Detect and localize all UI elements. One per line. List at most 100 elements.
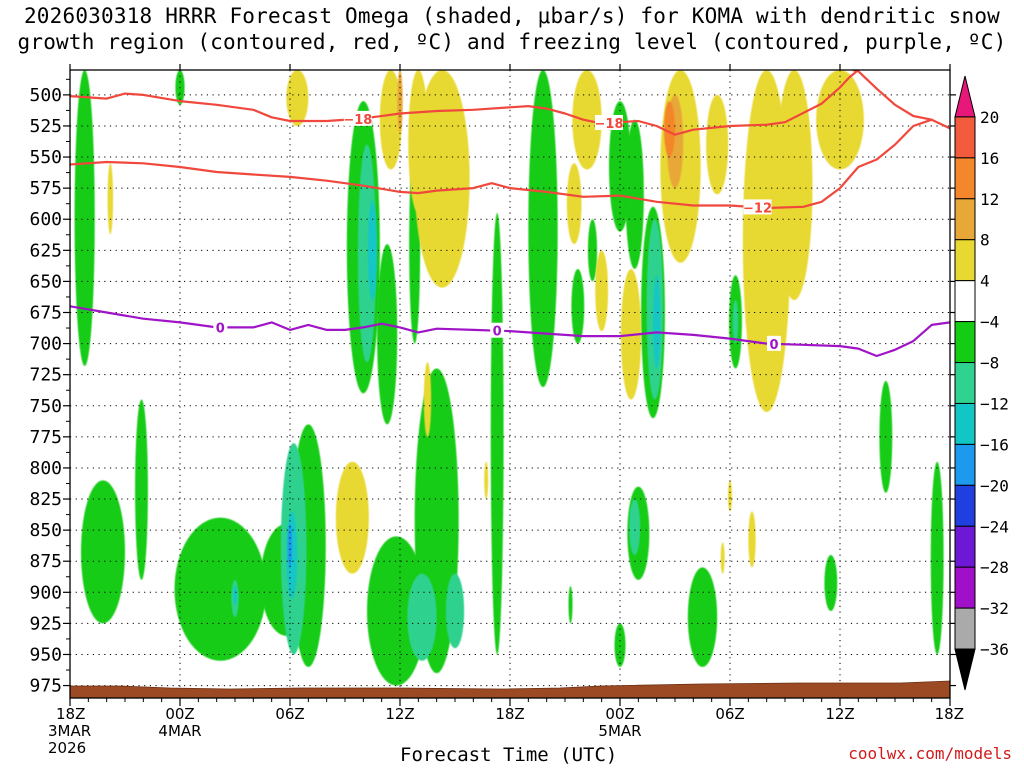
omega-area-yellow xyxy=(286,70,309,126)
colorbar-label: −28 xyxy=(980,558,1009,577)
colorbar-bin xyxy=(954,525,976,568)
x-tick-label: 18Z xyxy=(56,705,85,723)
chart-title-line2: growth region (contoured, red, ºC) and f… xyxy=(17,30,1007,54)
omega-area-yellow xyxy=(107,163,114,235)
y-tick-label: 675 xyxy=(29,302,62,323)
omega-area-teal xyxy=(445,573,465,649)
colorbar-bin xyxy=(954,648,976,691)
freezing-level-line xyxy=(70,305,950,358)
colorbar-label: −8 xyxy=(980,354,999,373)
colorbar-bin xyxy=(954,443,976,486)
freezing-label-bg xyxy=(767,335,781,351)
omega-area-green xyxy=(490,213,504,655)
colorbar-label: 16 xyxy=(980,149,999,168)
x-tick-date: 4MAR xyxy=(158,722,201,740)
dgz-contour-label: −18 xyxy=(343,113,372,128)
x-tick-label: 12Z xyxy=(385,705,414,723)
dgz-contour-label: −12 xyxy=(743,201,772,216)
y-tick-label: 850 xyxy=(29,520,62,541)
dgz-contour-line xyxy=(70,118,933,210)
freezing-label-bg xyxy=(213,319,228,335)
colorbar-label: −12 xyxy=(980,394,1009,413)
omega-area-orange xyxy=(664,101,675,158)
colorbar-bin xyxy=(954,484,976,527)
y-tick-label: 950 xyxy=(29,644,62,665)
freezing-level-label: 0 xyxy=(769,338,778,353)
y-tick-label: 750 xyxy=(29,396,62,417)
colorbar-bin xyxy=(954,402,976,445)
colorbar-bin xyxy=(954,566,976,609)
y-tick-label: 800 xyxy=(29,458,62,479)
omega-area-green xyxy=(74,70,95,366)
y-tick-label: 875 xyxy=(29,551,62,572)
omega-area-green xyxy=(81,480,125,624)
omega-area-cyan xyxy=(653,275,661,369)
omega-area-teal xyxy=(357,144,377,363)
colorbar-bin xyxy=(954,157,976,200)
dgz-contour-line xyxy=(70,70,859,136)
y-tick-label: 825 xyxy=(29,489,62,510)
omega-area-yellow xyxy=(423,362,432,437)
omega-area-green xyxy=(609,101,631,232)
omega-shading xyxy=(74,70,944,686)
colorbar-label: −36 xyxy=(980,640,1009,659)
colorbar-bin xyxy=(954,607,976,650)
freezing-label-bg xyxy=(490,322,505,338)
y-tick-label: 925 xyxy=(29,613,62,634)
colorbar-bin xyxy=(954,321,976,364)
dgz-label-bg xyxy=(743,199,772,215)
x-tick-label: 00Z xyxy=(165,705,194,723)
colorbar-label: −24 xyxy=(980,517,1009,536)
colorbar-bin xyxy=(954,239,976,282)
y-tick-label: 625 xyxy=(29,240,62,261)
colorbar-label: −4 xyxy=(980,313,999,332)
x-axis-title: Forecast Time (UTC) xyxy=(400,744,618,766)
colorbar-label: 20 xyxy=(980,108,999,127)
y-tick-label: 650 xyxy=(29,271,62,292)
y-tick-label: 900 xyxy=(29,582,62,603)
y-tick-label: 600 xyxy=(29,209,62,230)
omega-area-green xyxy=(625,119,644,269)
credit-text: coolwx.com/models xyxy=(848,744,1012,763)
omega-area-teal xyxy=(732,300,739,344)
y-tick-label: 575 xyxy=(29,178,62,199)
omega-area-green xyxy=(930,461,944,655)
terrain-band xyxy=(70,680,950,698)
chart-title-line1: 2026030318 HRRR Forecast Omega (shaded, … xyxy=(23,4,1001,28)
omega-area-teal xyxy=(407,573,437,661)
omega-area-yellow xyxy=(595,250,609,332)
colorbar-bin xyxy=(954,116,976,159)
x-tick-label: 00Z xyxy=(605,705,634,723)
omega-area-teal xyxy=(629,499,641,555)
y-tick-label: 725 xyxy=(29,365,62,386)
colorbar-label: 4 xyxy=(980,272,990,291)
omega-area-yellow xyxy=(748,511,756,568)
x-tick-label: 12Z xyxy=(825,705,854,723)
omega-area-yellow xyxy=(816,70,864,170)
omega-area-yellow xyxy=(720,542,725,574)
temperature-contours: −18 −18 −12 0 0 0 xyxy=(70,70,950,358)
y-tick-label: 775 xyxy=(29,427,62,448)
omega-area-yellow xyxy=(414,70,470,288)
omega-area-yellow xyxy=(566,163,582,245)
colorbar-bin xyxy=(954,75,976,118)
omega-area-gold xyxy=(397,70,403,133)
x-tick-label: 06Z xyxy=(715,705,744,723)
omega-area-blue xyxy=(287,523,293,568)
surface-terrain xyxy=(70,680,950,698)
omega-area-green xyxy=(687,567,718,667)
omega-area-yellow xyxy=(379,70,402,170)
x-tick-label: 06Z xyxy=(275,705,304,723)
colorbar-label: −32 xyxy=(980,599,1009,618)
y-tick-label: 525 xyxy=(29,116,62,137)
y-tick-label: 500 xyxy=(29,85,62,106)
colorbar-label: 12 xyxy=(980,190,999,209)
dgz-label-bg xyxy=(343,110,372,126)
y-tick-label: 550 xyxy=(29,147,62,168)
dgz-contour-label: −18 xyxy=(595,117,624,132)
colorbar-label: −16 xyxy=(980,435,1009,454)
omega-area-green xyxy=(135,399,148,580)
omega-area-yellow xyxy=(706,94,729,195)
omega-area-green xyxy=(174,517,267,661)
